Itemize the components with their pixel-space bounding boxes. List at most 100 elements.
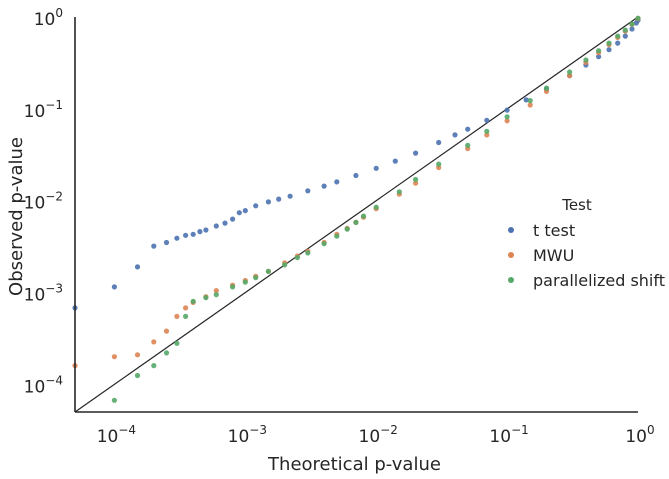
y-tick-label-4: 100 <box>34 6 63 30</box>
data-point <box>321 183 327 189</box>
x-tick-label-4: 100 <box>625 423 654 447</box>
data-point <box>265 199 271 205</box>
data-point <box>203 295 209 301</box>
y-tick-label-0: 10−4 <box>24 373 63 397</box>
data-point <box>151 243 157 249</box>
data-point <box>163 350 170 356</box>
data-point <box>635 15 641 21</box>
data-point <box>134 352 141 358</box>
data-point <box>629 21 635 27</box>
data-point <box>527 98 533 104</box>
legend-marker-2 <box>508 277 514 283</box>
data-point <box>321 241 327 247</box>
data-point <box>111 284 117 290</box>
series-1 <box>72 16 641 369</box>
data-point <box>151 363 157 369</box>
data-point <box>183 232 189 238</box>
plot-area <box>72 15 641 413</box>
legend-title: Test <box>561 196 592 214</box>
x-tick-label-3: 10−1 <box>489 423 528 447</box>
data-point <box>392 158 398 164</box>
data-point <box>213 288 219 294</box>
data-point <box>373 204 379 210</box>
data-point <box>596 48 602 54</box>
data-point <box>183 313 189 319</box>
x-axis-label: Theoretical p-value <box>267 454 441 475</box>
data-point <box>134 372 141 379</box>
reference-line <box>74 16 639 413</box>
legend: Test t test MWU parallelized shift <box>508 196 665 290</box>
data-point <box>615 40 621 46</box>
data-point <box>111 397 117 403</box>
data-point <box>213 292 219 298</box>
data-point <box>567 69 573 75</box>
x-tick-label-1: 10−3 <box>228 423 267 447</box>
data-point <box>213 223 219 229</box>
data-point <box>276 196 282 202</box>
data-point <box>360 213 367 219</box>
data-point <box>265 268 271 274</box>
data-point <box>606 40 612 46</box>
data-point <box>527 102 533 108</box>
data-point <box>622 27 628 33</box>
data-point <box>305 188 311 194</box>
data-point <box>596 54 602 60</box>
data-point <box>190 231 196 237</box>
data-point <box>334 179 340 185</box>
data-point <box>465 126 471 132</box>
legend-label-0: t test <box>533 221 575 240</box>
data-point <box>396 189 402 195</box>
data-point <box>287 193 293 199</box>
data-point <box>465 142 471 148</box>
legend-label-2: parallelized shift <box>533 271 665 290</box>
data-point <box>373 165 379 171</box>
data-point <box>183 305 189 311</box>
data-point <box>436 139 442 146</box>
data-point <box>504 107 510 113</box>
data-point <box>353 219 359 225</box>
y-tick-label-1: 10−3 <box>24 282 63 306</box>
data-point <box>606 47 612 53</box>
legend-marker-1 <box>508 252 514 258</box>
y-tick-label-3: 10−1 <box>24 98 63 122</box>
data-point <box>344 226 350 232</box>
data-point <box>111 354 117 360</box>
data-point <box>452 132 458 138</box>
data-point <box>134 264 141 270</box>
x-tick-label-0: 10−4 <box>97 423 136 447</box>
data-point <box>622 33 628 39</box>
data-point <box>334 233 340 239</box>
y-tick-label-2: 10−2 <box>24 190 63 214</box>
data-point <box>543 85 550 91</box>
data-point <box>151 339 157 345</box>
data-point <box>242 208 248 214</box>
data-point <box>567 73 573 79</box>
data-point <box>222 220 228 226</box>
y-axis-label: Observed p-value <box>6 137 27 296</box>
axes: 10−4 10−3 10−2 10−1 100 10−4 10−3 10−2 10−1 100 <box>24 6 655 447</box>
data-point <box>413 150 419 156</box>
data-point <box>353 172 359 179</box>
data-point <box>236 210 242 216</box>
data-point <box>484 117 490 123</box>
x-tick-label-2: 10−2 <box>359 423 398 447</box>
data-point <box>504 118 510 124</box>
data-point <box>253 203 259 209</box>
data-point <box>305 250 311 256</box>
series-2 <box>111 15 641 403</box>
data-point <box>230 284 236 290</box>
data-point <box>174 235 180 241</box>
data-point <box>484 128 490 134</box>
data-point <box>413 180 419 186</box>
data-point <box>197 229 203 235</box>
data-point <box>629 26 635 32</box>
data-point <box>174 340 180 346</box>
data-point <box>163 239 170 246</box>
data-point <box>583 57 589 63</box>
data-point <box>615 33 621 39</box>
legend-marker-0 <box>508 227 514 233</box>
data-point <box>294 255 300 261</box>
legend-label-1: MWU <box>533 246 574 265</box>
data-point <box>484 132 490 138</box>
